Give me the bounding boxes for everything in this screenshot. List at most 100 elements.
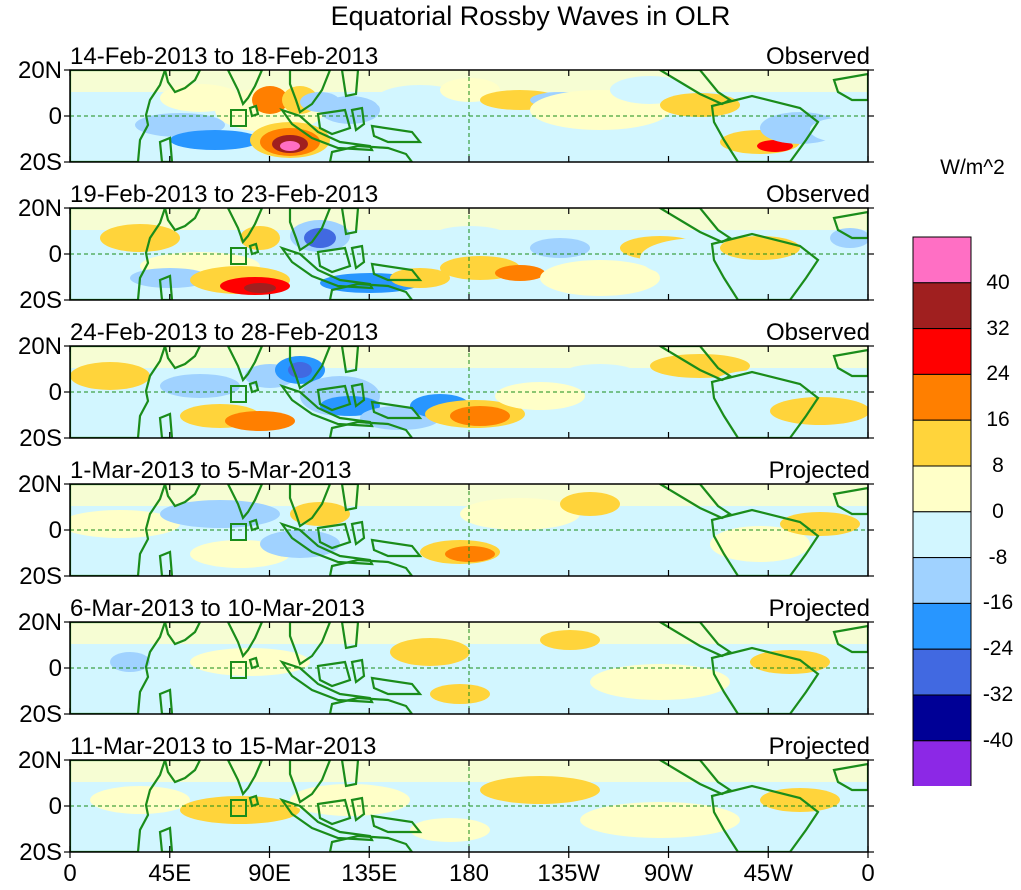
map-panel (64, 69, 874, 163)
region-box (230, 799, 247, 817)
panel-type: Projected (768, 733, 870, 760)
anomaly-contour (280, 141, 300, 151)
colorbar-label: 0 (992, 499, 1004, 523)
longitude-label: 45E (148, 860, 192, 887)
latitude-label: 20S (19, 701, 62, 728)
region-box (230, 109, 247, 127)
latitude-label: 20S (19, 839, 62, 866)
latitude-label: 20S (19, 425, 62, 452)
colorbar-label: 32 (986, 316, 1010, 340)
anomaly-contour (160, 374, 240, 398)
anomaly-contour (610, 76, 690, 104)
latitude-label: 0 (48, 103, 62, 130)
colorbar (912, 236, 972, 786)
colorbar-label: -32 (982, 683, 1014, 706)
anomaly-contour (750, 650, 830, 674)
colorbar-swatch (912, 282, 972, 330)
colorbar-swatch (912, 511, 972, 559)
anomaly-contour (320, 396, 380, 416)
anomaly-contour (530, 238, 590, 258)
map-panel (64, 345, 874, 439)
panel-type: Projected (768, 457, 870, 484)
longitude-label: 180 (448, 860, 490, 887)
anomaly-contour (180, 796, 300, 824)
anomaly-contour (600, 518, 720, 550)
colorbar-label: -40 (982, 728, 1014, 752)
anomaly-contour (110, 652, 150, 672)
latitude-label: 20N (17, 747, 62, 774)
longitude-label: 0 (861, 860, 875, 887)
anomaly-contour (757, 140, 793, 152)
anomaly-contour (480, 776, 600, 804)
colorbar-label: 16 (986, 408, 1010, 432)
anomaly-contour (540, 260, 660, 296)
anomaly-contour (252, 86, 288, 114)
anomaly-contour (100, 224, 180, 252)
anomaly-contour (580, 802, 740, 838)
figure-title: Equatorial Rossby Waves in OLR (330, 1, 731, 31)
anomaly-contour (290, 784, 410, 816)
colorbar-swatch (912, 694, 972, 742)
anomaly-contour (590, 664, 730, 700)
latitude-label: 0 (48, 241, 62, 268)
anomaly-contour (225, 411, 295, 431)
latitude-label: 20S (19, 287, 62, 314)
colorbar-swatch (912, 465, 972, 513)
anomaly-contour (495, 265, 545, 281)
anomaly-contour (770, 397, 868, 425)
latitude-label: 20N (17, 609, 62, 636)
panel-period: 1-Mar-2013 to 5-Mar-2013 (70, 457, 352, 484)
panel-period: 11-Mar-2013 to 15-Mar-2013 (70, 733, 377, 760)
anomaly-contour (830, 228, 868, 248)
anomaly-contour (810, 118, 868, 142)
latitude-label: 20S (19, 563, 62, 590)
anomaly-contour (70, 510, 180, 538)
panel-period: 19-Feb-2013 to 23-Feb-2013 (70, 181, 379, 208)
anomaly-contour (390, 268, 450, 288)
anomaly-contour (460, 498, 580, 530)
latitude-label: 20N (17, 333, 62, 360)
anomaly-contour (560, 492, 620, 516)
latitude-label: 0 (48, 655, 62, 682)
colorbar-label: -24 (982, 637, 1014, 661)
anomaly-contour (90, 786, 190, 814)
colorbar-swatch (912, 557, 972, 604)
map-panel (64, 759, 874, 853)
panel-period: 24-Feb-2013 to 28-Feb-2013 (70, 319, 379, 346)
latitude-label: 20N (17, 471, 62, 498)
anomaly-contour (170, 130, 260, 150)
panel-type: Observed (765, 319, 870, 346)
colorbar-label: -16 (982, 591, 1014, 615)
panel-type: Projected (768, 595, 870, 622)
colorbar-label: 40 (986, 270, 1010, 294)
anomaly-contour (780, 512, 860, 536)
colorbar-swatch (912, 328, 972, 375)
colorbar-swatch (912, 419, 972, 467)
colorbar-label: 8 (992, 454, 1004, 477)
latitude-label: 0 (48, 517, 62, 544)
map-panel (64, 621, 874, 715)
anomaly-contour (290, 502, 350, 526)
colorbar-label: 24 (986, 362, 1010, 386)
latitude-label: 20N (17, 57, 62, 84)
panel-type: Observed (765, 43, 870, 70)
colorbar-label: -8 (988, 545, 1008, 569)
longitude-label: 135E (341, 860, 398, 887)
anomaly-contour (430, 684, 490, 704)
region-box (230, 523, 247, 541)
anomaly-contour (560, 364, 640, 388)
region-box (230, 661, 247, 679)
anomaly-contour (780, 254, 860, 282)
longitude-label: 45W (743, 860, 793, 887)
colorbar-swatch (912, 740, 972, 786)
anomaly-contour (110, 392, 190, 420)
panel-type: Observed (765, 181, 870, 208)
map-panel (64, 483, 874, 577)
colorbar-swatch (912, 648, 972, 696)
panel-period: 14-Feb-2013 to 18-Feb-2013 (70, 43, 379, 70)
panel-period: 6-Mar-2013 to 10-Mar-2013 (70, 595, 365, 622)
anomaly-contour (430, 226, 510, 250)
anomaly-contour (710, 526, 810, 562)
